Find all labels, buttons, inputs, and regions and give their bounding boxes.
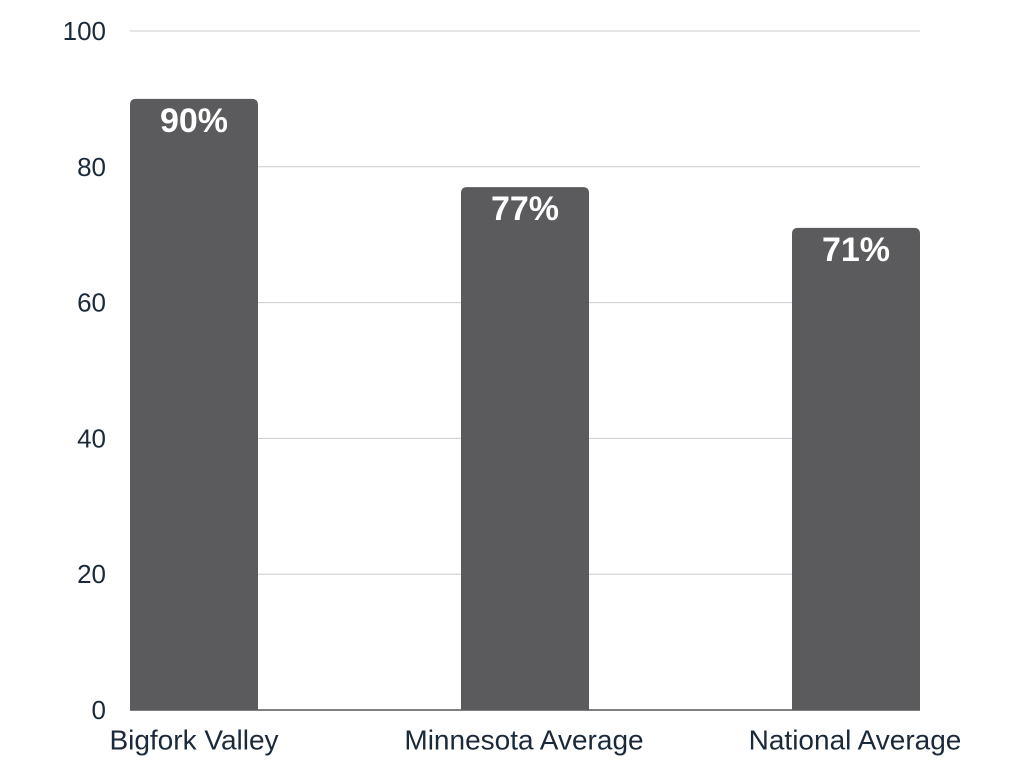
y-tick-label: 0: [92, 695, 106, 725]
y-axis-ticks: 0 20 40 60 80 100: [63, 16, 106, 725]
bars: [130, 98, 920, 711]
bar-bigfork-valley: [130, 98, 258, 710]
bar-minnesota-average: [461, 187, 589, 711]
data-labels: 90% 77% 71%: [160, 102, 890, 269]
x-category-label: Bigfork Valley: [109, 725, 278, 756]
y-tick-label: 80: [77, 152, 106, 182]
x-category-label: National Average: [749, 725, 962, 756]
y-tick-label: 100: [63, 16, 106, 46]
y-tick-label: 20: [77, 559, 106, 589]
y-tick-label: 40: [77, 423, 106, 453]
data-label: 77%: [491, 190, 559, 228]
bar-national-average: [792, 227, 920, 710]
data-label: 90%: [160, 102, 228, 140]
x-category-label: Minnesota Average: [404, 725, 643, 756]
data-label: 71%: [822, 231, 890, 269]
x-axis-categories: Bigfork Valley Minnesota Average National …: [109, 725, 961, 756]
y-tick-label: 60: [77, 288, 106, 318]
